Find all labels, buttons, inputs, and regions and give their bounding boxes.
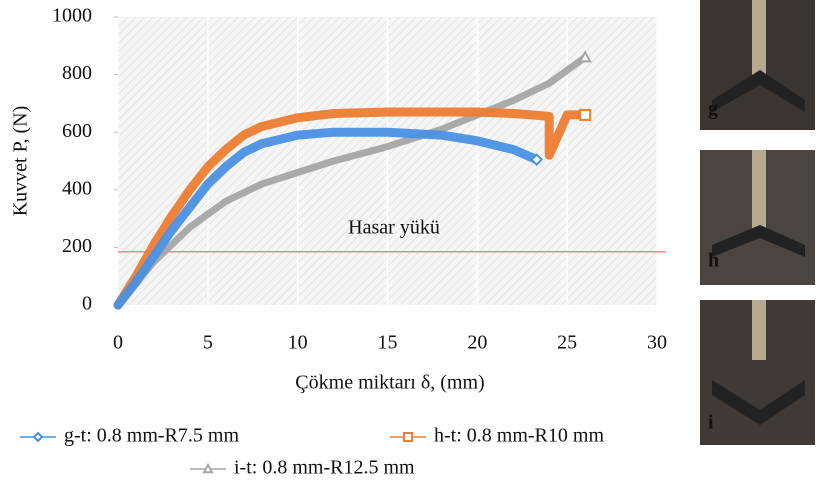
photo-detail (752, 300, 766, 360)
marker (32, 431, 44, 443)
photo-label: i (708, 412, 714, 434)
series-line (113, 127, 542, 310)
photo-label: g (708, 98, 718, 120)
x-tick-label: 30 (647, 332, 667, 354)
photo-detail (752, 0, 766, 75)
x-tick-label: 10 (288, 332, 308, 354)
y-axis-title: Kuvvet P, (N) (10, 106, 32, 217)
x-tick-label: 25 (557, 332, 577, 354)
photo-detail (712, 225, 805, 257)
legend-label: i-t: 0.8 mm-R12.5 mm (234, 457, 415, 479)
y-tick-label: 1000 (52, 5, 92, 27)
legend-label: h-t: 0.8 mm-R10 mm (434, 425, 604, 447)
series-line (114, 53, 589, 309)
photo-detail (712, 70, 805, 112)
threshold-label: Hasar yükü (348, 217, 440, 239)
y-tick-label: 0 (82, 293, 92, 315)
marker (579, 108, 592, 121)
y-tick-label: 400 (62, 177, 92, 199)
photo-detail (712, 380, 805, 425)
photo-detail (752, 150, 766, 230)
y-tick-label: 800 (62, 62, 92, 84)
marker (578, 50, 592, 63)
x-tick-label: 20 (467, 332, 487, 354)
x-tick-label: 0 (113, 332, 123, 354)
y-tick-label: 600 (62, 120, 92, 142)
photos (700, 0, 815, 445)
marker (202, 462, 214, 474)
marker (530, 153, 544, 166)
photo-label: h (708, 250, 719, 272)
legend-label: g-t: 0.8 mm-R7.5 mm (64, 425, 239, 447)
marker (403, 432, 413, 442)
series-line (113, 107, 590, 310)
x-tick-label: 15 (378, 332, 398, 354)
x-tick-label: 5 (203, 332, 213, 354)
x-axis-title: Çökme miktarı δ, (mm) (295, 372, 484, 394)
y-tick-label: 200 (62, 235, 92, 257)
